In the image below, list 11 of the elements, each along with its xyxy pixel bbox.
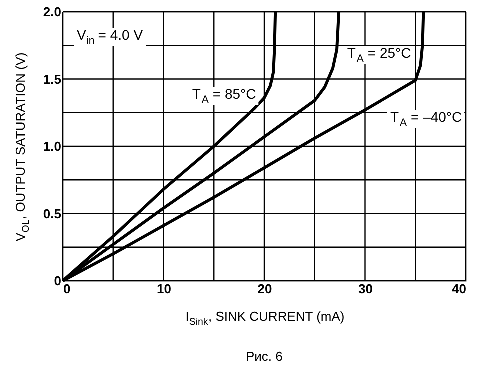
- x-tick-label: 40: [452, 282, 466, 296]
- x-tick-label: 0: [64, 282, 71, 296]
- y-tick-label: 0.5: [43, 206, 62, 222]
- y-tick-label: 2.0: [43, 4, 62, 20]
- y-tick-label: 1.0: [43, 139, 62, 154]
- x-tick-label: 30: [358, 282, 373, 296]
- text: Рис. 6: [246, 349, 283, 364]
- x-tick-label: 20: [258, 282, 272, 296]
- y-tick-label: 1.5: [43, 72, 62, 87]
- y-axis-title: VOL, OUTPUT SATURATION (V): [13, 52, 32, 242]
- x-tick-label: 10: [157, 282, 172, 296]
